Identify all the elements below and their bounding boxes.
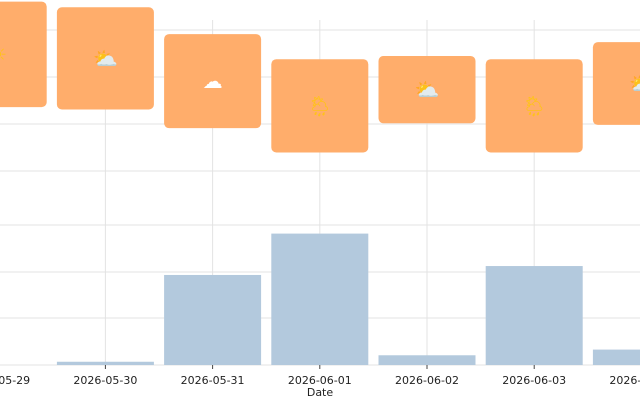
precipitation-bar [56, 361, 154, 365]
light-rain-icon: 🌦 [522, 94, 547, 118]
cloudy-icon: ☁ [203, 69, 223, 93]
precipitation-bar [592, 349, 640, 365]
sunny-icon: ☀ [0, 42, 7, 66]
x-tick-label: 2026-05-31 [181, 374, 245, 387]
x-axis-ticks: 2026-05-29 2026-05-30 2026-05-31 2026-06-01… [0, 365, 640, 387]
temperature-box [164, 34, 262, 129]
precipitation-bars [56, 233, 640, 365]
precipitation-bar [485, 266, 583, 365]
precipitation-bar [378, 355, 476, 365]
temperature-box [0, 1, 47, 108]
precipitation-bar [164, 274, 262, 365]
x-tick-label: 2026-06-03 [502, 374, 566, 387]
partly-cloudy-icon: ⛅ [629, 72, 640, 96]
weather-icons: ☀ ⛅ ☁ 🌦 ⛅ 🌦 ⛅ [0, 42, 640, 118]
temperature-boxes [0, 1, 640, 153]
partly-cloudy-icon: ⛅ [93, 46, 118, 70]
x-axis-title: Date [307, 386, 334, 399]
temperature-box [485, 59, 583, 153]
x-tick-label: 2026-06-04 [609, 374, 640, 387]
temperature-box [378, 55, 476, 124]
precipitation-bar [271, 233, 369, 365]
temperature-box [56, 7, 154, 110]
x-tick-label: 2026-05-30 [73, 374, 137, 387]
x-tick-label: 2026-06-01 [288, 374, 352, 387]
light-rain-icon: 🌦 [307, 94, 332, 118]
temperature-box [271, 59, 369, 153]
partly-cloudy-icon: ⛅ [415, 78, 440, 102]
temperature-box [592, 42, 640, 125]
x-tick-label: 2026-05-29 [0, 374, 30, 387]
x-tick-label: 2026-06-02 [395, 374, 459, 387]
